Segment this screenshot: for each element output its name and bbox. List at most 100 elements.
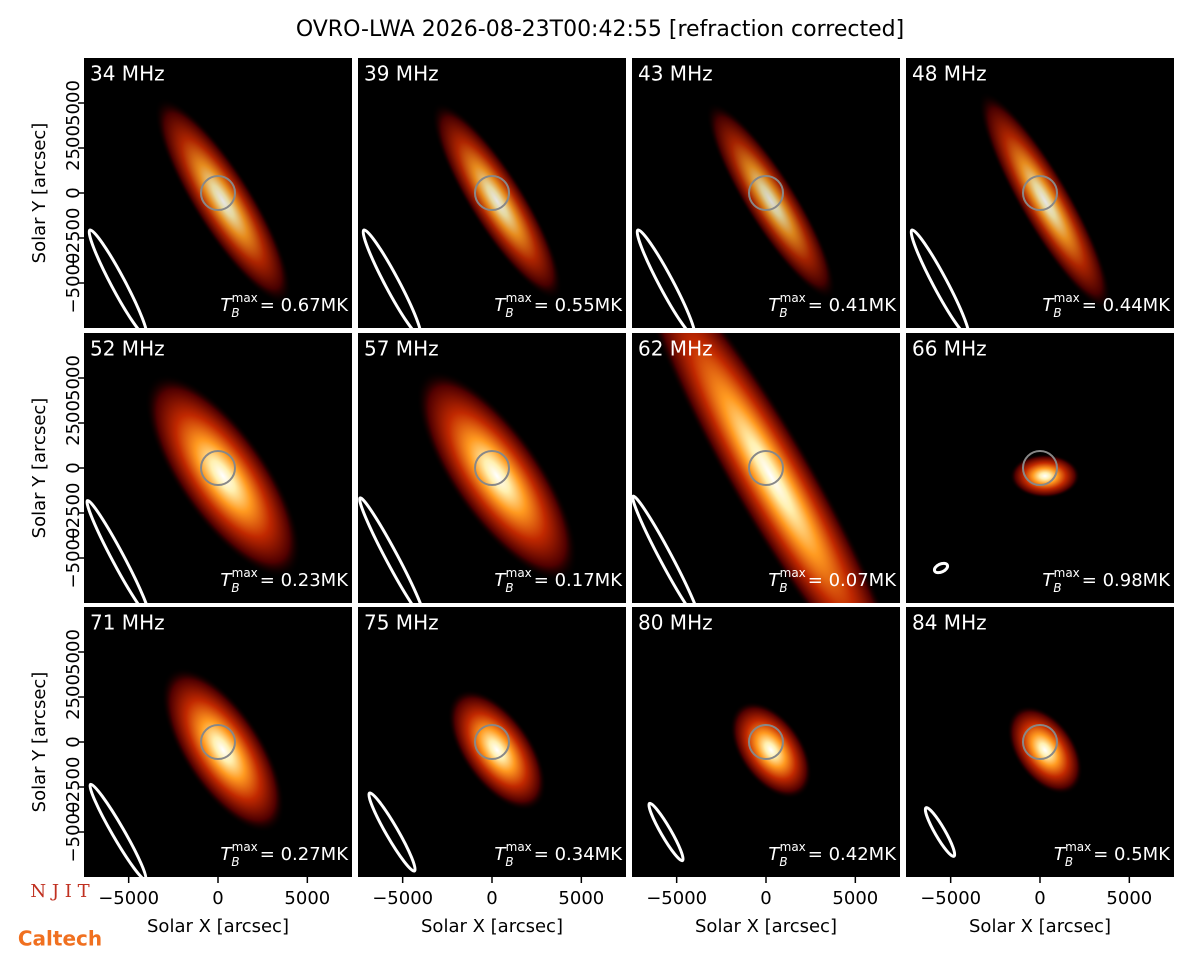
x-tick-label: 5000 <box>1106 888 1152 909</box>
panel-title: 52 MHz <box>90 337 165 361</box>
solar-disk <box>1022 724 1058 760</box>
beam <box>88 782 148 877</box>
panel-title: 71 MHz <box>90 611 165 635</box>
emission <box>636 333 900 603</box>
annotation-value: = 0.34MK <box>534 844 623 865</box>
annotation-symbol: T <box>494 844 507 865</box>
solar-disk <box>748 450 784 486</box>
annotation-symbol: T <box>768 844 781 865</box>
annotation-subscript: B <box>1053 306 1061 320</box>
annotation-value: = 0.55MK <box>534 295 623 316</box>
annotation: TBmax = 0.23MK <box>220 566 349 595</box>
panel-title: 66 MHz <box>912 337 987 361</box>
annotation-superscript: max <box>1065 840 1091 854</box>
annotation-superscript: max <box>780 291 806 305</box>
y-tick-label: 0 <box>63 462 84 473</box>
y-tick-label: 0 <box>63 736 84 747</box>
annotation-superscript: max <box>232 840 258 854</box>
y-tick-label: 5000 <box>63 355 84 401</box>
annotation: TBmax = 0.98MK <box>1042 566 1171 595</box>
annotation-superscript: max <box>1054 566 1080 580</box>
y-axis-label: Solar Y [arcsec] <box>29 672 50 813</box>
panel-title: 80 MHz <box>638 611 713 635</box>
annotation-subscript: B <box>231 855 239 869</box>
emission <box>447 689 547 811</box>
annotation: TBmax = 0.44MK <box>1042 291 1171 320</box>
panel <box>906 607 1174 877</box>
annotation-superscript: max <box>506 566 532 580</box>
beam <box>932 561 950 575</box>
solar-disk <box>1022 450 1058 486</box>
annotation-symbol: T <box>494 570 507 591</box>
annotation-subscript: B <box>779 581 787 595</box>
panel <box>84 333 352 603</box>
annotation-superscript: max <box>506 840 532 854</box>
panel-title: 57 MHz <box>364 337 439 361</box>
annotation-subscript: B <box>505 581 513 595</box>
solar-disk <box>200 450 236 486</box>
annotation-symbol: T <box>768 295 781 316</box>
annotation-symbol: T <box>768 570 781 591</box>
logo: N J I T <box>30 881 89 902</box>
panel-title: 84 MHz <box>912 611 987 635</box>
emission <box>1010 454 1080 498</box>
beam <box>361 228 423 328</box>
x-tick-label: 5000 <box>832 888 878 909</box>
x-tick-label: −5000 <box>98 888 159 909</box>
panel <box>906 58 1174 328</box>
annotation-value: = 0.07MK <box>808 570 897 591</box>
annotation-value: = 0.17MK <box>534 570 623 591</box>
annotation-subscript: B <box>779 306 787 320</box>
beam <box>367 791 417 873</box>
panel-title: 39 MHz <box>364 62 439 86</box>
y-tick-label: 5000 <box>63 629 84 675</box>
x-axis-label: Solar X [arcsec] <box>695 916 837 937</box>
annotation-value: = 0.98MK <box>1082 570 1171 591</box>
beam <box>635 228 697 328</box>
y-tick-label: −2500 <box>63 483 84 544</box>
x-tick-label: −5000 <box>372 888 433 909</box>
annotation-value: = 0.67MK <box>260 295 349 316</box>
annotation-symbol: T <box>1042 570 1055 591</box>
y-tick-label: 2500 <box>63 125 84 171</box>
x-tick-label: 5000 <box>284 888 330 909</box>
panel <box>632 58 900 328</box>
emission <box>416 370 578 582</box>
annotation-superscript: max <box>780 840 806 854</box>
logo: Caltech <box>18 927 102 951</box>
annotation-subscript: B <box>1065 855 1073 869</box>
annotation-symbol: T <box>220 570 233 591</box>
emission <box>154 97 292 305</box>
annotation-subscript: B <box>1053 581 1061 595</box>
annotation-subscript: B <box>505 306 513 320</box>
beam <box>85 499 151 603</box>
annotation: TBmax = 0.55MK <box>494 291 623 320</box>
annotation: TBmax = 0.07MK <box>768 566 897 595</box>
y-tick-label: 0 <box>63 187 84 198</box>
annotation-value: = 0.23MK <box>260 570 349 591</box>
panel-title: 43 MHz <box>638 62 713 86</box>
panel <box>632 333 900 603</box>
y-tick-label: −5000 <box>63 253 84 314</box>
annotation: TBmax = 0.34MK <box>494 840 623 869</box>
emission <box>161 667 285 833</box>
panel <box>358 58 626 328</box>
emission <box>706 102 836 300</box>
annotation: TBmax = 0.17MK <box>494 566 623 595</box>
annotation-superscript: max <box>1054 291 1080 305</box>
solar-disk <box>748 724 784 760</box>
annotation-value: = 0.41MK <box>808 295 897 316</box>
emission <box>144 374 302 578</box>
annotation-value: = 0.44MK <box>1082 295 1171 316</box>
x-axis-label: Solar X [arcsec] <box>421 916 563 937</box>
annotation-subscript: B <box>231 581 239 595</box>
x-tick-label: 0 <box>212 888 223 909</box>
annotation-superscript: max <box>506 291 532 305</box>
y-tick-label: 5000 <box>63 80 84 126</box>
beam <box>632 494 701 603</box>
panel <box>84 58 352 328</box>
beam <box>87 228 149 328</box>
panel <box>906 333 1174 603</box>
y-tick-label: −2500 <box>63 757 84 818</box>
